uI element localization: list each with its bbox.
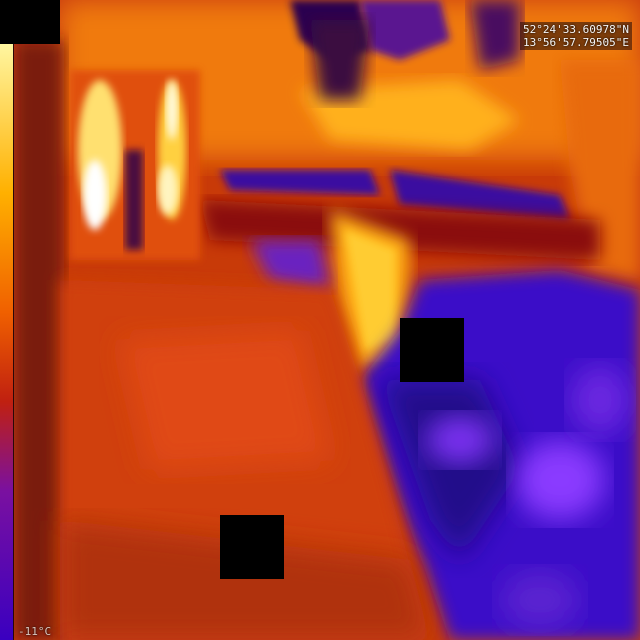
cold-spot-3 — [570, 365, 630, 435]
temperature-scale-bar — [0, 44, 13, 640]
road-mid-tone — [120, 330, 330, 470]
left-dark-strip — [14, 40, 64, 640]
gps-latitude: 52°24'33.60978"N — [523, 23, 629, 36]
redaction-box-bottom — [220, 515, 284, 579]
hot-figure-right-legs — [158, 165, 178, 215]
temperature-min-label: -11°C — [18, 625, 51, 638]
cold-spot-4 — [500, 570, 580, 630]
figure-dark-gap — [125, 150, 143, 250]
gps-longitude: 13°56'57.79505"E — [523, 36, 629, 49]
gps-coordinates: 52°24'33.60978"N 13°56'57.79505"E — [520, 22, 632, 50]
hot-figure-left-core — [83, 160, 107, 230]
redaction-box-center — [400, 318, 464, 382]
cold-spot-2 — [425, 415, 495, 465]
mid-dark-area — [310, 20, 370, 100]
hot-figure-right-core — [166, 80, 178, 140]
corner-mask — [0, 0, 60, 44]
cold-spot-1 — [515, 440, 605, 520]
